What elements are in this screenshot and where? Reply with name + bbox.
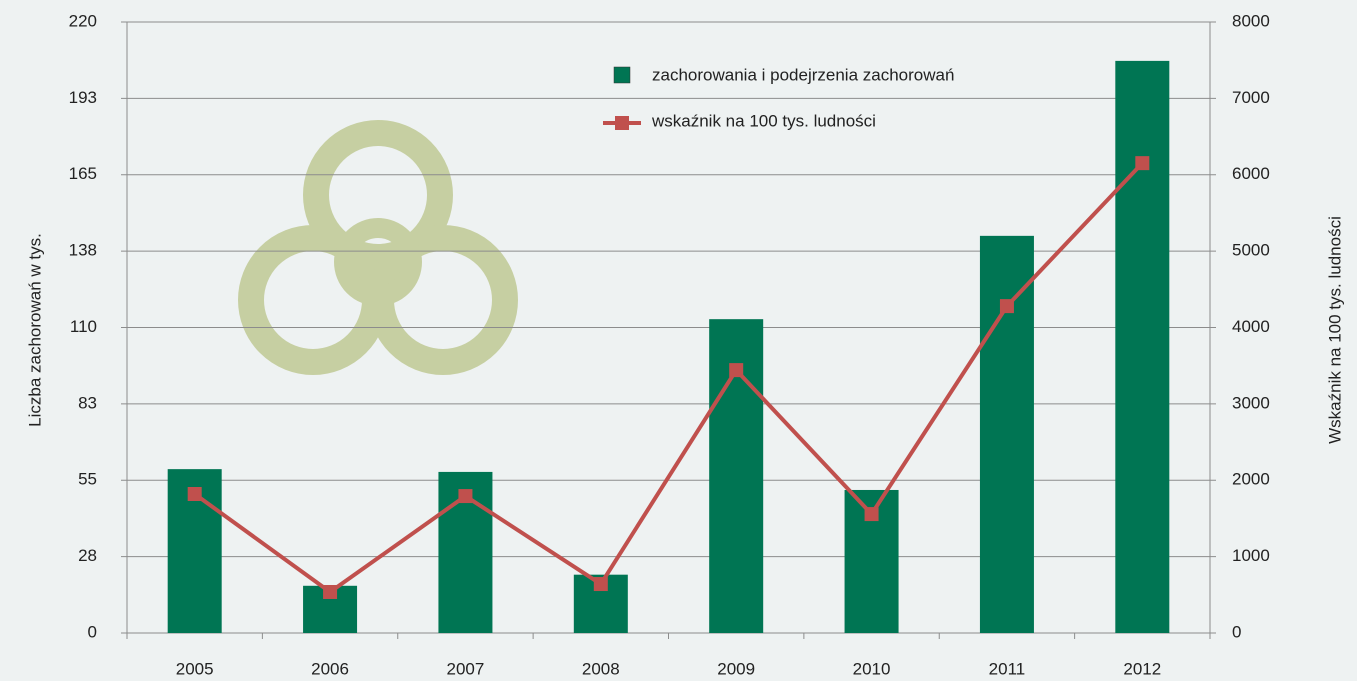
y-tick-label: 83 xyxy=(78,393,97,412)
chart: Liczba zachorowań w tys. Wskaźnik na 100… xyxy=(0,0,1357,681)
line-marker xyxy=(865,507,879,521)
line-marker xyxy=(729,363,743,377)
x-tick-label: 2011 xyxy=(989,659,1026,678)
y2-tick-label: 0 xyxy=(1232,622,1241,641)
x-tick-label: 2007 xyxy=(447,659,485,678)
x-tick-label: 2005 xyxy=(176,659,214,678)
line-marker xyxy=(458,489,472,503)
x-tick-label: 2012 xyxy=(1123,659,1161,678)
line-marker xyxy=(188,487,202,501)
y-tick-label: 28 xyxy=(78,546,97,565)
y2-axis-label: Wskaźnik na 100 tys. ludności xyxy=(1325,216,1344,444)
y2-tick-label: 7000 xyxy=(1232,88,1270,107)
y2-tick-label: 1000 xyxy=(1232,546,1270,565)
y-tick-label: 165 xyxy=(69,164,97,183)
legend-marker xyxy=(615,116,629,130)
y-tick-label: 110 xyxy=(70,317,97,336)
y2-tick-label: 6000 xyxy=(1232,164,1270,183)
y2-tick-label: 2000 xyxy=(1232,470,1270,489)
y2-tick-label: 5000 xyxy=(1232,241,1270,260)
legend-label: wskaźnik na 100 tys. ludności xyxy=(651,111,876,130)
bar xyxy=(980,236,1034,633)
y2-tick-label: 3000 xyxy=(1232,393,1270,412)
y-tick-label: 0 xyxy=(88,622,97,641)
x-tick-label: 2010 xyxy=(853,659,891,678)
line-marker xyxy=(1135,156,1149,170)
bar xyxy=(1115,61,1169,633)
y-tick-label: 55 xyxy=(78,470,97,489)
x-tick-label: 2008 xyxy=(582,659,620,678)
x-tick-label: 2009 xyxy=(717,659,755,678)
x-tick-label: 2006 xyxy=(311,659,349,678)
y-axis-label: Liczba zachorowań w tys. xyxy=(25,233,44,427)
line-marker xyxy=(1000,299,1014,313)
y2-tick-label: 8000 xyxy=(1232,11,1270,30)
y-tick-label: 220 xyxy=(69,11,97,30)
y-tick-label: 138 xyxy=(69,241,97,260)
legend-label: zachorowania i podejrzenia zachorowań xyxy=(652,65,954,84)
y2-tick-label: 4000 xyxy=(1232,317,1270,336)
line-marker xyxy=(594,577,608,591)
legend-swatch xyxy=(614,67,630,83)
line-marker xyxy=(323,585,337,599)
y-tick-label: 193 xyxy=(69,88,97,107)
